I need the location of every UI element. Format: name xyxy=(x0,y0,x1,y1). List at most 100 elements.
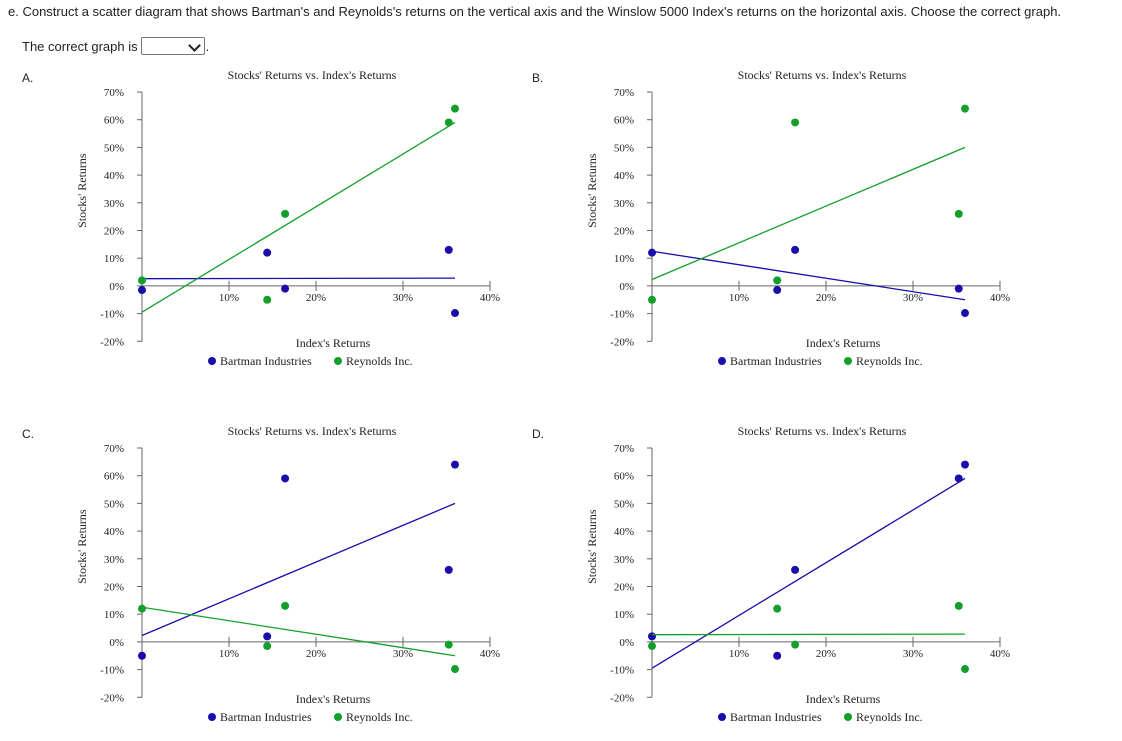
x-tick-label: 20% xyxy=(816,648,836,660)
chart-title: Stocks' Returns vs. Index's Returns xyxy=(738,424,907,438)
y-tick-label: 30% xyxy=(614,198,634,210)
x-tick-label: 30% xyxy=(903,292,923,304)
legend-marker xyxy=(334,357,342,365)
y-tick-label: 20% xyxy=(614,582,634,594)
data-point-reynolds xyxy=(791,118,800,127)
legend-label: Reynolds Inc. xyxy=(346,710,413,724)
legend-label: Reynolds Inc. xyxy=(856,710,923,724)
y-tick-label: 40% xyxy=(614,526,634,538)
trend-line-bartman xyxy=(141,277,456,280)
chart-panel-2: B. Stocks' Returns vs. Index's Returns 70%… xyxy=(532,68,1010,368)
y-tick-label: 40% xyxy=(614,170,634,182)
y-tick-label: 20% xyxy=(104,226,124,238)
trend-line-bartman xyxy=(141,502,456,637)
data-point-bartman xyxy=(263,248,272,257)
legend-marker xyxy=(208,713,216,721)
data-point-bartman xyxy=(954,284,963,293)
y-tick-label: 70% xyxy=(614,87,634,99)
legend-marker xyxy=(208,357,216,365)
data-point-bartman xyxy=(648,632,656,641)
y-tick-label: 20% xyxy=(614,226,634,238)
data-point-reynolds xyxy=(954,209,963,218)
y-axis-label: Stocks' Returns xyxy=(75,153,89,228)
chart-panel-4: D. Stocks' Returns vs. Index's Returns 70%… xyxy=(532,424,1010,724)
data-point-reynolds xyxy=(451,104,459,113)
answer-line: The correct graph is . xyxy=(22,37,209,55)
data-point-bartman xyxy=(648,248,656,257)
x-tick-label: 40% xyxy=(990,648,1010,660)
y-tick-label: 30% xyxy=(104,554,124,566)
data-point-bartman xyxy=(773,286,782,295)
data-point-bartman xyxy=(281,474,290,483)
y-tick-label: 40% xyxy=(104,170,124,182)
answer-select[interactable] xyxy=(140,37,205,55)
x-tick-label: 10% xyxy=(219,292,239,304)
y-tick-label: 70% xyxy=(104,443,124,455)
trend-line-reynolds xyxy=(141,121,456,313)
y-tick-label: 10% xyxy=(614,253,634,265)
x-tick-label: 20% xyxy=(306,648,326,660)
legend-label: Bartman Industries xyxy=(730,354,822,368)
trend-line-bartman xyxy=(651,477,966,669)
y-tick-label: -20% xyxy=(610,692,634,704)
trend-line-bartman xyxy=(651,250,966,301)
y-tick-label: -10% xyxy=(100,309,124,321)
y-tick-label: 70% xyxy=(614,443,634,455)
data-point-reynolds xyxy=(961,104,969,113)
y-tick-label: 60% xyxy=(614,115,634,127)
y-tick-label: 40% xyxy=(104,526,124,538)
legend-marker xyxy=(334,713,342,721)
x-tick-label: 20% xyxy=(306,292,326,304)
legend-marker xyxy=(844,357,852,365)
data-point-bartman xyxy=(791,245,800,254)
y-tick-label: 60% xyxy=(614,471,634,483)
trend-line-reynolds xyxy=(651,146,966,281)
y-tick-label: 0% xyxy=(619,281,634,293)
data-point-reynolds xyxy=(791,640,800,649)
y-axis-label: Stocks' Returns xyxy=(585,509,599,584)
x-axis-label: Index's Returns xyxy=(806,336,881,350)
data-point-reynolds xyxy=(773,276,782,285)
data-point-bartman xyxy=(791,565,800,574)
x-tick-label: 30% xyxy=(393,648,413,660)
data-point-reynolds xyxy=(138,604,146,613)
legend-marker xyxy=(718,357,726,365)
x-tick-label: 10% xyxy=(729,292,749,304)
option-label: C. xyxy=(22,427,34,441)
legend-label: Reynolds Inc. xyxy=(856,354,923,368)
trend-line-reynolds xyxy=(651,633,966,636)
x-tick-label: 10% xyxy=(219,648,239,660)
y-tick-label: 10% xyxy=(104,609,124,621)
legend-label: Bartman Industries xyxy=(730,710,822,724)
legend-marker xyxy=(844,713,852,721)
data-point-reynolds xyxy=(648,642,656,651)
x-tick-label: 30% xyxy=(903,648,923,660)
y-tick-label: 50% xyxy=(104,142,124,154)
y-tick-label: 50% xyxy=(614,498,634,510)
y-tick-label: -20% xyxy=(100,336,124,348)
y-tick-label: -10% xyxy=(100,665,124,677)
x-axis-label: Index's Returns xyxy=(806,692,881,706)
option-label: A. xyxy=(22,71,33,85)
x-axis-label: Index's Returns xyxy=(296,336,371,350)
question-text: e. Construct a scatter diagram that show… xyxy=(8,4,1062,19)
y-tick-label: 0% xyxy=(619,637,634,649)
answer-prompt: The correct graph is xyxy=(22,38,138,54)
y-tick-label: 20% xyxy=(104,582,124,594)
y-tick-label: -10% xyxy=(610,665,634,677)
data-point-bartman xyxy=(263,632,272,641)
y-tick-label: 50% xyxy=(104,498,124,510)
y-tick-label: 30% xyxy=(614,554,634,566)
y-tick-label: 50% xyxy=(614,142,634,154)
data-point-reynolds xyxy=(444,640,453,649)
y-tick-label: 60% xyxy=(104,471,124,483)
chart-title: Stocks' Returns vs. Index's Returns xyxy=(738,68,907,82)
answer-period: . xyxy=(205,38,210,54)
data-point-reynolds xyxy=(138,276,146,285)
data-point-bartman xyxy=(281,284,290,293)
data-point-reynolds xyxy=(773,604,782,613)
legend-label: Reynolds Inc. xyxy=(346,354,413,368)
data-point-bartman xyxy=(444,565,453,574)
legend-label: Bartman Industries xyxy=(220,710,312,724)
y-tick-label: 10% xyxy=(104,253,124,265)
